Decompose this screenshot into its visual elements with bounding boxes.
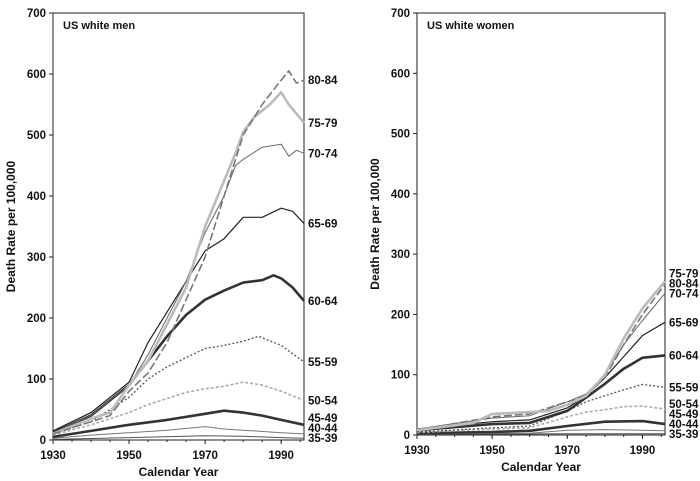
plot-frame	[52, 12, 305, 441]
y-tick-label: 600	[391, 68, 410, 80]
x-tick-label: 1950	[116, 450, 142, 462]
series-line-65-69	[52, 207, 305, 432]
series-label-75-79: 75-79	[308, 118, 337, 130]
men-panel: 0 100 200 300 400 500 600 700 1930 1950 1970 1990 Ca…	[4, 8, 338, 479]
series-line-50-54	[52, 381, 305, 436]
series-line-75-79	[52, 91, 306, 436]
series-line-45-49	[416, 419, 666, 435]
series-label-50-54: 50-54	[669, 399, 699, 411]
series-label-60-64: 60-64	[669, 350, 699, 362]
x-axis-label: Calendar Year	[139, 465, 219, 479]
y-tick-label: 0	[40, 435, 46, 447]
series-label-65-69: 65-69	[308, 218, 337, 230]
series-label-50-54: 50-54	[308, 395, 338, 407]
series-line-70-74	[416, 292, 666, 430]
series-line-40-44	[52, 426, 305, 439]
series-label-80-84: 80-84	[669, 278, 699, 290]
y-tick-label: 100	[391, 370, 410, 382]
series-label-60-64: 60-64	[308, 296, 338, 308]
y-tick-label: 500	[27, 130, 46, 142]
x-tick-label: 1950	[479, 445, 505, 457]
plot-frame	[416, 12, 666, 436]
x-tick-label: 1990	[630, 445, 656, 457]
panel-title: US white men	[63, 20, 135, 32]
x-tick-label: 1970	[555, 445, 581, 457]
y-tick-label: 600	[27, 69, 46, 81]
y-axis-label: Death Rate per 100,000	[368, 158, 382, 290]
series-line-60-64	[416, 354, 666, 432]
series-line-40-44	[416, 429, 666, 435]
series-line-45-49	[52, 409, 305, 439]
y-tick-label: 400	[27, 191, 46, 203]
series-line-50-54	[416, 405, 666, 434]
series-label-55-59: 55-59	[308, 357, 337, 369]
y-tick-label: 300	[27, 252, 46, 264]
y-tick-label: 500	[391, 129, 410, 141]
y-tick-label: 100	[27, 374, 46, 386]
series-label-80-84: 80-84	[308, 75, 338, 87]
series-label-35-39: 35-39	[669, 429, 698, 441]
series-line-55-59	[52, 335, 305, 435]
series-label-55-59: 55-59	[669, 382, 698, 394]
series-line-35-39	[52, 435, 305, 440]
series-label-70-74: 70-74	[308, 148, 338, 160]
x-tick-label: 1990	[268, 450, 294, 462]
series-label-45-49: 45-49	[669, 409, 698, 421]
series-label-45-49: 45-49	[308, 413, 337, 425]
x-tick-label: 1970	[192, 450, 218, 462]
series-line-35-39	[416, 433, 665, 435]
x-tick-label: 1930	[404, 445, 430, 457]
y-tick-label: 200	[391, 309, 410, 321]
series-label-70-74: 70-74	[669, 288, 699, 300]
women-panel: 0 100 200 300 400 500 600 700 1930 1950 1970 1990 Ca…	[368, 8, 699, 474]
series-line-80-84	[416, 283, 666, 431]
series-label-35-39: 35-39	[308, 433, 337, 445]
panel-title: US white women	[427, 20, 515, 32]
y-tick-label: 700	[391, 8, 410, 20]
y-tick-label: 300	[391, 249, 410, 261]
series-label-75-79: 75-79	[669, 268, 698, 280]
x-tick-label: 1930	[40, 450, 66, 462]
y-tick-label: 400	[391, 189, 410, 201]
y-tick-label: 0	[404, 430, 410, 442]
series-line-60-64	[52, 273, 305, 434]
series-line-75-79	[416, 280, 667, 432]
series-line-80-84	[52, 70, 305, 435]
series-label-65-69: 65-69	[669, 317, 698, 329]
y-axis-label: Death Rate per 100,000	[4, 160, 18, 292]
series-line-70-74	[52, 143, 305, 434]
y-tick-label: 200	[27, 313, 46, 325]
series-label-40-44: 40-44	[669, 419, 699, 431]
series-label-40-44: 40-44	[308, 423, 338, 435]
y-tick-label: 700	[27, 8, 46, 20]
x-axis-label: Calendar Year	[501, 460, 581, 474]
